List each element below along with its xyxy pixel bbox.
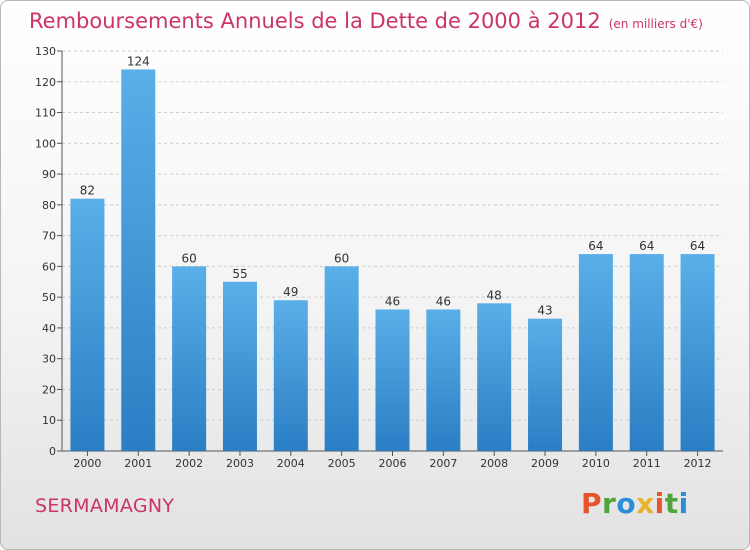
x-tick-label: 2011 <box>633 457 661 470</box>
y-tick-label: 30 <box>42 353 56 366</box>
y-tick-label: 20 <box>42 383 56 396</box>
data-label: 55 <box>232 267 247 281</box>
data-label: 82 <box>80 184 95 198</box>
x-tick-label: 2012 <box>684 457 712 470</box>
bar <box>578 254 613 451</box>
data-label: 64 <box>690 239 705 253</box>
x-tick-label: 2002 <box>175 457 203 470</box>
bar <box>222 281 257 451</box>
x-tick-label: 2009 <box>531 457 559 470</box>
bar <box>680 254 715 451</box>
bar <box>273 300 308 451</box>
data-label: 43 <box>537 304 552 318</box>
bar <box>629 254 664 451</box>
data-label: 60 <box>181 251 196 265</box>
x-tick-label: 2000 <box>73 457 101 470</box>
chart-title-main: Remboursements Annuels de la Dette de 20… <box>29 9 601 33</box>
x-tick-label: 2010 <box>582 457 610 470</box>
chart-subtitle: (en milliers d'€) <box>608 17 703 31</box>
y-tick-label: 50 <box>42 291 56 304</box>
bar <box>426 309 461 451</box>
y-tick-label: 0 <box>49 445 56 458</box>
y-tick-label: 90 <box>42 168 56 181</box>
bar <box>324 266 359 451</box>
x-tick-label: 2001 <box>124 457 152 470</box>
x-tick-label: 2005 <box>328 457 356 470</box>
commune-name: SERMAMAGNY <box>35 495 175 517</box>
x-tick-label: 2003 <box>226 457 254 470</box>
y-tick-label: 40 <box>42 322 56 335</box>
data-label: 124 <box>127 54 150 68</box>
y-tick-label: 110 <box>35 107 56 120</box>
bar <box>528 318 563 451</box>
y-tick-label: 10 <box>42 414 56 427</box>
bar <box>375 309 410 451</box>
chart-title: Remboursements Annuels de la Dette de 20… <box>29 9 703 33</box>
x-tick-label: 2004 <box>277 457 305 470</box>
bar <box>70 198 105 451</box>
y-tick-label: 70 <box>42 230 56 243</box>
y-tick-label: 60 <box>42 260 56 273</box>
data-label: 46 <box>385 294 400 308</box>
x-tick-label: 2007 <box>429 457 457 470</box>
data-label: 49 <box>283 285 298 299</box>
logo-letter: i <box>678 487 689 520</box>
data-label: 46 <box>436 294 451 308</box>
y-tick-label: 120 <box>35 76 56 89</box>
bar <box>477 303 512 451</box>
data-label: 48 <box>487 288 502 302</box>
data-label: 64 <box>588 239 603 253</box>
logo-letter: t <box>664 487 679 520</box>
logo-letter: r <box>602 487 617 520</box>
bar <box>172 266 207 451</box>
logo-letter: P <box>581 487 603 520</box>
data-label: 60 <box>334 251 349 265</box>
labels: 2000 82 2001 124 2002 60 2003 55 2004 49 2005 60 200… <box>73 54 711 470</box>
data-label: 64 <box>639 239 654 253</box>
bar <box>121 69 156 451</box>
logo-letter: o <box>616 487 637 520</box>
y-tick-label: 130 <box>35 45 56 58</box>
y-tick-label: 80 <box>42 199 56 212</box>
bars <box>70 69 715 451</box>
logo-letter: x <box>636 487 655 520</box>
x-tick-label: 2008 <box>480 457 508 470</box>
logo-letter: i <box>654 487 665 520</box>
proxiti-logo[interactable]: Proxiti <box>581 487 689 520</box>
y-tick-label: 100 <box>35 137 56 150</box>
x-tick-label: 2006 <box>379 457 407 470</box>
